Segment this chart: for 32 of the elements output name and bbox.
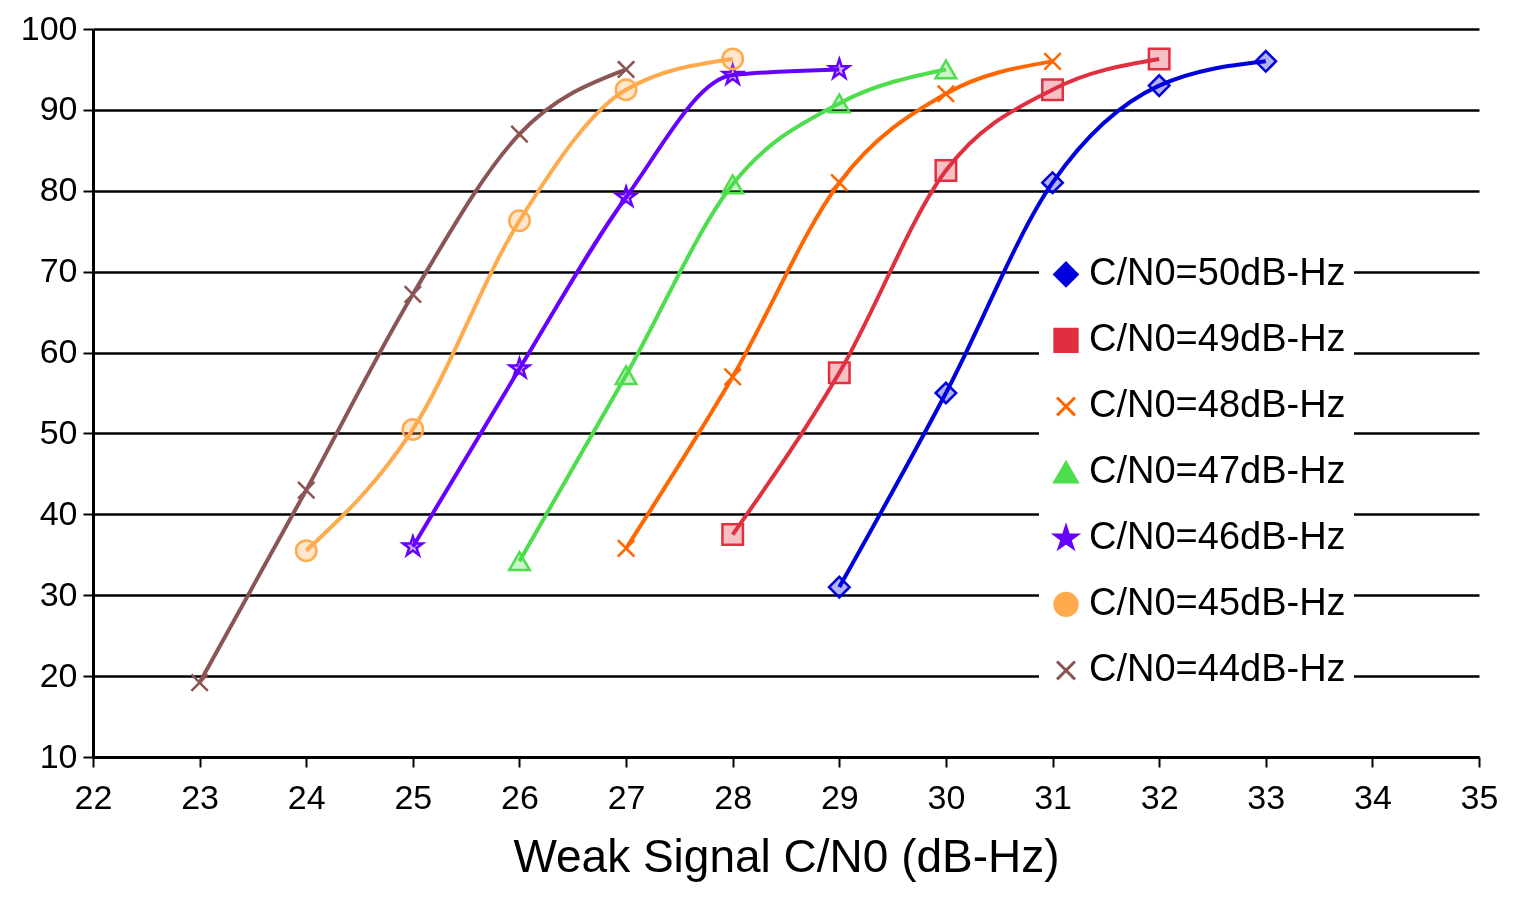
legend-label: C/N0=47dB-Hz — [1089, 449, 1346, 492]
legend-label: C/N0=44dB-Hz — [1089, 647, 1346, 690]
x-tick-label: 28 — [714, 777, 753, 816]
legend-label: C/N0=49dB-Hz — [1089, 317, 1346, 360]
legend-label: C/N0=46dB-Hz — [1089, 515, 1346, 558]
y-tick-label: 60 — [39, 332, 78, 371]
legend-label: C/N0=45dB-Hz — [1089, 581, 1346, 624]
y-tick-label: 50 — [39, 412, 78, 451]
x-tick-label: 27 — [607, 777, 646, 816]
x-tick-label: 26 — [501, 777, 539, 816]
legend-label: C/N0=50dB-Hz — [1089, 251, 1346, 294]
x-axis-title: Weak Signal C/N0 (dB-Hz) — [513, 829, 1060, 882]
x-tick-label: 31 — [1034, 777, 1072, 816]
x-tick-label: 29 — [820, 777, 859, 816]
y-tick-label: 30 — [39, 574, 78, 613]
x-tick-label: 30 — [927, 777, 966, 816]
x-tick-label: 35 — [1460, 777, 1499, 816]
y-tick-label: 80 — [39, 170, 78, 209]
y-tick-label: 70 — [39, 251, 78, 290]
y-tick-label: 10 — [39, 736, 78, 775]
x-tick-label: 25 — [394, 777, 433, 816]
x-tick-label: 22 — [74, 777, 113, 816]
x-tick-label: 24 — [287, 777, 326, 816]
legend-label: C/N0=48dB-Hz — [1089, 383, 1346, 426]
x-tick-label: 23 — [181, 777, 220, 816]
y-tick-label: 40 — [39, 493, 78, 532]
y-tick-label: 100 — [20, 8, 78, 47]
y-tick-label: 90 — [39, 89, 78, 128]
x-tick-label: 33 — [1247, 777, 1286, 816]
x-tick-label: 32 — [1140, 777, 1179, 816]
x-tick-label: 34 — [1353, 777, 1392, 816]
y-tick-label: 20 — [39, 655, 78, 694]
